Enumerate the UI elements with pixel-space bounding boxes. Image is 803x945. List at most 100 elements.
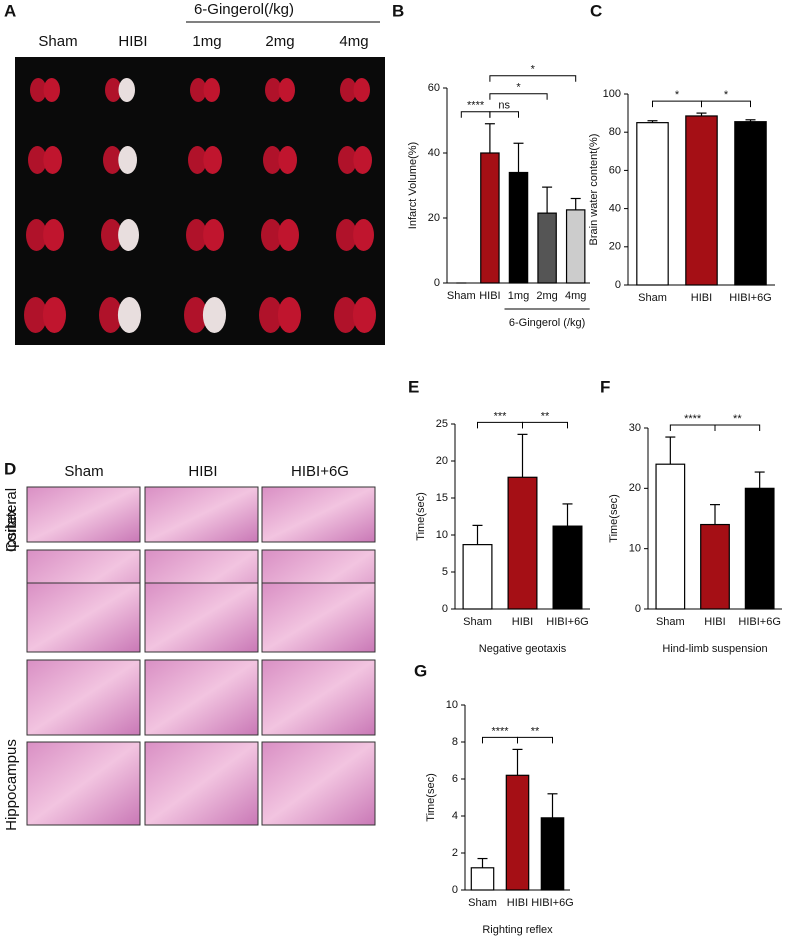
y-tick-label: 30 [629,422,641,434]
bar [540,817,565,891]
x-tick-label: Sham [463,616,492,628]
bar [462,544,493,610]
brain-slice [43,219,64,251]
brain-slice [103,146,122,174]
x-tick-label: HIBI+6G [546,616,589,628]
significance-bracket [652,100,702,108]
column-label: HIBI+6G [291,463,349,480]
column-label: Sham [38,33,77,50]
brain-slice [203,146,222,174]
bar [700,523,730,610]
histology-image [144,582,259,653]
significance-label: * [531,64,536,76]
x-tick-label: Sham [638,292,667,304]
brain-slice [188,146,207,174]
significance-label: * [516,82,521,94]
significance-label: * [724,89,729,101]
significance-bracket [489,111,519,118]
bar [537,212,557,284]
significance-bracket [489,75,577,82]
brain-slice [117,297,141,333]
brain-slice [186,219,207,251]
panel-label: E [408,377,419,396]
column-label: HIBI [118,33,147,50]
brain-slice [101,219,122,251]
panel-label: F [600,377,610,396]
brain-slice [278,146,297,174]
panel-label: C [590,1,602,20]
y-tick-label: 0 [615,279,621,291]
brain-slice [336,219,357,251]
column-label: Sham [64,463,103,480]
bar [565,209,586,284]
bar [470,867,495,891]
x-tick-label: Sham [656,616,685,628]
y-axis-label: Time(sec) [425,773,437,821]
brain-slice [353,219,374,251]
y-tick-label: 60 [428,82,440,94]
x-tick-label: 4mg [565,290,586,302]
y-tick-label: 0 [442,603,448,615]
x-tick-label: HIBI [704,616,725,628]
x-tick-label: 2mg [536,290,557,302]
significance-label: ns [498,100,510,112]
brain-slice [42,297,66,333]
brain-slice [105,78,122,102]
brain-slice [352,297,377,333]
y-tick-label: 10 [446,699,458,711]
y-tick-label: 60 [609,164,621,176]
bar [480,152,500,284]
y-tick-label: 0 [452,884,458,896]
panel-label: A [4,1,16,20]
column-label: HIBI [188,463,217,480]
significance-bracket [669,424,716,432]
brain-slice [24,297,48,333]
brain-slice [265,78,282,102]
x-axis-label: 6-Gingerol (/kg) [509,317,585,329]
column-label: 2mg [265,33,294,50]
x-tick-label: HIBI [507,897,528,909]
brain-slice [277,297,302,333]
x-tick-label: HIBI+6G [531,897,574,909]
bar [507,476,538,610]
histology-image [261,486,376,543]
significance-label: **** [491,725,509,737]
histology-image [26,582,141,653]
significance-bracket [522,421,568,429]
brain-slice [118,78,135,102]
bar [744,487,775,610]
brain-slices [24,78,377,333]
significance-bracket [489,93,548,100]
significance-bracket [460,111,491,118]
y-axis-label: Infarct Volume(%) [407,142,419,229]
x-tick-label: HIBI+6G [738,616,781,628]
brain-slice [334,297,358,333]
x-axis-label: Righting reflex [482,924,553,936]
x-tick-label: HIBI+6G [729,292,772,304]
bar [685,115,718,286]
column-label: 1mg [192,33,221,50]
bar [505,774,530,891]
y-tick-label: 20 [436,455,448,467]
bar [508,171,529,284]
y-tick-label: 2 [452,847,458,859]
histology-image [261,741,376,826]
brain-slice [353,146,372,174]
brain-slice [202,297,226,333]
significance-label: ** [733,413,742,425]
bar [636,122,669,286]
y-tick-label: 100 [603,88,621,100]
significance-bracket [477,421,523,429]
panel-label: D [4,459,16,478]
panel-label: B [392,1,404,20]
brain-slice [27,146,47,174]
brain-slice [340,78,357,102]
y-axis-label: Brain water content(%) [588,134,600,246]
y-tick-label: 0 [635,603,641,615]
y-tick-label: 40 [428,147,440,159]
y-tick-label: 10 [629,543,641,555]
significance-label: *** [494,410,508,422]
x-tick-label: Sham [468,897,497,909]
significance-label: **** [684,413,702,425]
x-tick-label: HIBI [691,292,712,304]
